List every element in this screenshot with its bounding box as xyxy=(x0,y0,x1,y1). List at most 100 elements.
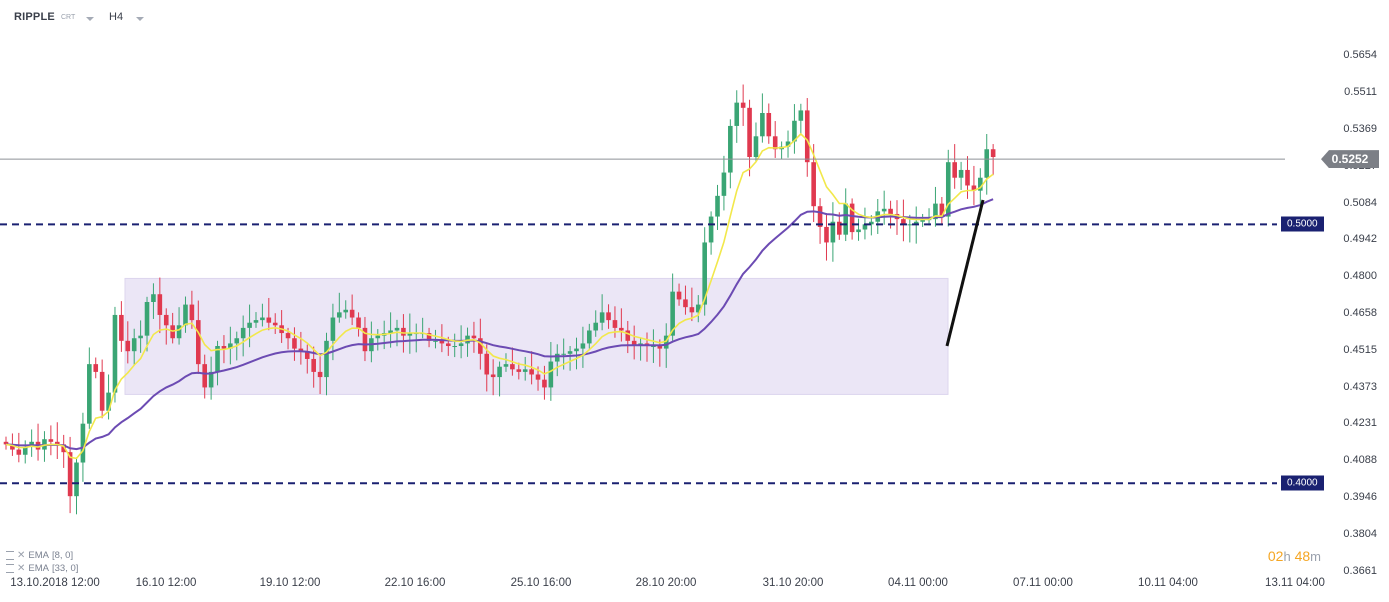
candle-down[interactable] xyxy=(888,208,893,214)
candle-down[interactable] xyxy=(356,317,361,328)
candle-down[interactable] xyxy=(817,206,823,227)
candle-down[interactable] xyxy=(119,314,124,341)
candle-down[interactable] xyxy=(619,327,624,331)
remove-icon[interactable]: ✕ xyxy=(17,563,26,574)
candle-down[interactable] xyxy=(772,136,778,150)
candle-down[interactable] xyxy=(426,333,432,341)
candle-up[interactable] xyxy=(80,423,86,463)
candle-up[interactable] xyxy=(830,221,836,243)
candle-up[interactable] xyxy=(753,136,759,158)
candle-up[interactable] xyxy=(503,364,509,367)
list-icon[interactable] xyxy=(6,564,14,573)
candle-up[interactable] xyxy=(497,366,502,378)
candle-down[interactable] xyxy=(542,379,547,388)
candle-up[interactable] xyxy=(240,327,246,339)
candle-down[interactable] xyxy=(298,348,304,352)
candle-up[interactable] xyxy=(87,364,92,424)
candle-down[interactable] xyxy=(824,226,829,243)
trend-line-drawing[interactable] xyxy=(945,199,985,347)
candle-up[interactable] xyxy=(869,221,874,225)
candle-up[interactable] xyxy=(907,224,913,226)
candle-up[interactable] xyxy=(695,304,701,313)
candle-down[interactable] xyxy=(93,364,99,372)
candle-up[interactable] xyxy=(920,219,925,222)
candle-up[interactable] xyxy=(721,172,727,196)
candle-down[interactable] xyxy=(196,320,201,365)
candle-down[interactable] xyxy=(747,107,752,158)
candle-up[interactable] xyxy=(234,338,240,344)
candle-up[interactable] xyxy=(593,322,599,331)
candle-down[interactable] xyxy=(61,444,66,453)
candle-up[interactable] xyxy=(22,446,28,455)
legend-ema-8[interactable]: ✕ EMA [8, 0] xyxy=(6,549,78,562)
candle-up[interactable] xyxy=(881,208,887,212)
candle-down[interactable] xyxy=(535,374,541,380)
candle-up[interactable] xyxy=(522,369,528,372)
candle-down[interactable] xyxy=(657,346,663,349)
candle-up[interactable] xyxy=(958,169,964,178)
candle-down[interactable] xyxy=(965,169,970,186)
candle-up[interactable] xyxy=(567,351,573,354)
candle-up[interactable] xyxy=(554,353,560,362)
candle-up[interactable] xyxy=(407,333,413,336)
candle-up[interactable] xyxy=(228,343,233,349)
candle-up[interactable] xyxy=(734,102,740,126)
remove-icon[interactable]: ✕ xyxy=(17,550,26,561)
candle-up[interactable] xyxy=(728,125,733,173)
candle-up[interactable] xyxy=(978,177,983,191)
candle-down[interactable] xyxy=(766,112,772,137)
candle-up[interactable] xyxy=(913,221,919,225)
candle-up[interactable] xyxy=(176,325,182,339)
timeframe-dropdown-chevron-icon[interactable] xyxy=(136,17,144,21)
candle-down[interactable] xyxy=(54,441,60,445)
candle-down[interactable] xyxy=(849,203,855,233)
candle-up[interactable] xyxy=(561,353,566,355)
candle-down[interactable] xyxy=(285,333,291,339)
candle-down[interactable] xyxy=(125,340,131,352)
candle-up[interactable] xyxy=(247,322,252,328)
candle-up[interactable] xyxy=(574,348,579,352)
candle-down[interactable] xyxy=(689,307,695,313)
candle-up[interactable] xyxy=(798,110,804,121)
candle-up[interactable] xyxy=(337,312,342,318)
candle-up[interactable] xyxy=(715,195,720,217)
candle-up[interactable] xyxy=(151,294,156,302)
candle-up[interactable] xyxy=(106,392,111,411)
candle-down[interactable] xyxy=(3,441,9,445)
candle-up[interactable] xyxy=(112,314,118,393)
candle-down[interactable] xyxy=(311,358,316,372)
candle-down[interactable] xyxy=(484,353,490,375)
candle-down[interactable] xyxy=(478,338,483,354)
candle-down[interactable] xyxy=(266,317,272,323)
candle-up[interactable] xyxy=(670,291,675,336)
candle-down[interactable] xyxy=(939,203,945,217)
candle-down[interactable] xyxy=(740,102,746,108)
candle-up[interactable] xyxy=(433,340,438,342)
candle-down[interactable] xyxy=(401,327,406,336)
candle-down[interactable] xyxy=(349,309,355,318)
candle-down[interactable] xyxy=(48,439,54,442)
candle-down[interactable] xyxy=(471,335,477,339)
candle-down[interactable] xyxy=(202,364,208,388)
candle-up[interactable] xyxy=(580,343,586,349)
candle-up[interactable] xyxy=(452,346,457,348)
candle-down[interactable] xyxy=(67,452,73,497)
candle-up[interactable] xyxy=(702,242,707,305)
candle-up[interactable] xyxy=(708,216,714,243)
candle-up[interactable] xyxy=(933,203,938,220)
timeframe-label[interactable]: H4 xyxy=(109,11,124,23)
candle-up[interactable] xyxy=(394,327,400,331)
candle-up[interactable] xyxy=(144,301,150,336)
candle-up[interactable] xyxy=(324,340,329,378)
candle-down[interactable] xyxy=(990,149,996,158)
symbol-dropdown-chevron-icon[interactable] xyxy=(86,17,94,21)
candle-down[interactable] xyxy=(163,314,169,326)
candle-up[interactable] xyxy=(138,335,143,339)
candle-up[interactable] xyxy=(792,120,797,142)
candle-down[interactable] xyxy=(16,449,22,455)
candle-down[interactable] xyxy=(272,322,278,326)
candle-down[interactable] xyxy=(510,364,515,370)
candle-up[interactable] xyxy=(862,224,868,230)
candle-down[interactable] xyxy=(804,110,810,163)
candle-up[interactable] xyxy=(945,162,951,217)
